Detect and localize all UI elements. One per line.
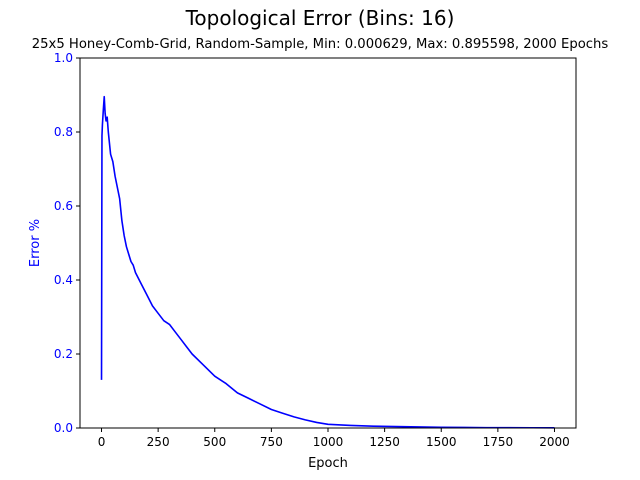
x-tick-label: 250	[147, 435, 170, 449]
y-axis: 0.0 0.2 0.4 0.6 0.8 1.0	[54, 51, 80, 435]
x-tick-label: 500	[203, 435, 226, 449]
plot-area	[80, 58, 576, 428]
chart-title: Topological Error (Bins: 16)	[185, 6, 455, 30]
x-axis-label: Epoch	[308, 456, 348, 471]
x-tick-label: 2000	[539, 435, 570, 449]
y-tick-label: 0.2	[54, 347, 73, 361]
x-tick-label: 1000	[313, 435, 344, 449]
chart-subtitle: 25x5 Honey-Comb-Grid, Random-Sample, Min…	[31, 37, 609, 52]
x-tick-label: 1500	[426, 435, 457, 449]
x-tick-label: 1250	[369, 435, 400, 449]
y-tick-label: 0.8	[54, 125, 73, 139]
y-tick-label: 0.6	[54, 199, 73, 213]
x-tick-label: 750	[260, 435, 283, 449]
y-tick-label: 0.0	[54, 421, 73, 435]
y-tick-label: 1.0	[54, 51, 73, 65]
x-tick-label: 1750	[483, 435, 514, 449]
x-axis: 0 250 500 750 1000 1250 1500 1750 2000	[98, 428, 570, 449]
x-tick-label: 0	[98, 435, 106, 449]
y-tick-label: 0.4	[54, 273, 73, 287]
series-layer	[100, 95, 555, 429]
series-line	[100, 95, 555, 429]
y-axis-label: Error %	[28, 219, 43, 267]
